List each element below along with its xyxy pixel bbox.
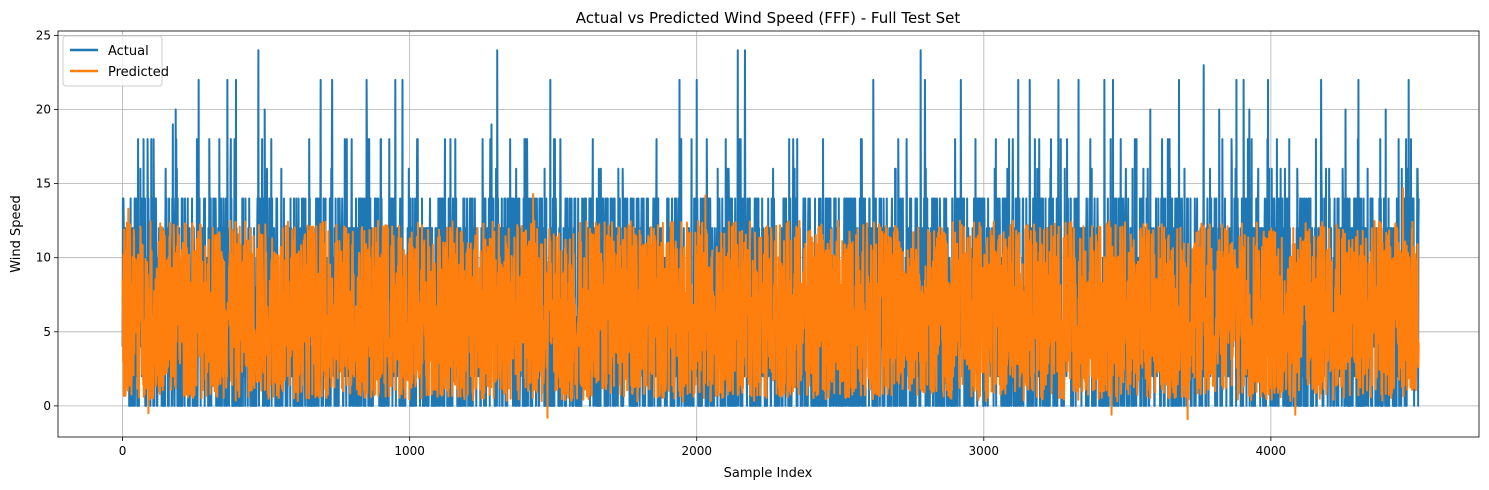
y-axis-label: Wind Speed <box>9 195 24 273</box>
series-layer <box>121 49 1420 421</box>
y-tick-label: 0 <box>43 399 51 413</box>
x-tick-label: 4000 <box>1256 444 1287 458</box>
x-tick-label: 2000 <box>681 444 712 458</box>
legend-box <box>62 35 163 87</box>
legend-label-predicted: Predicted <box>108 65 169 80</box>
legend-label-actual: Actual <box>108 44 149 59</box>
x-axis-label: Sample Index <box>724 466 813 481</box>
legend: Actual Predicted <box>62 35 169 87</box>
x-tick-label: 0 <box>119 444 127 458</box>
y-tick-label: 25 <box>36 28 51 42</box>
ticks: 0 1000 2000 3000 4000 0 5 10 15 20 25 <box>36 28 1286 458</box>
chart-title: Actual vs Predicted Wind Speed (FFF) - F… <box>576 9 961 27</box>
x-tick-label: 1000 <box>394 444 425 458</box>
y-tick-label: 15 <box>36 177 51 191</box>
y-tick-label: 10 <box>36 251 51 265</box>
plot-frame <box>57 30 1480 438</box>
y-tick-label: 5 <box>43 325 51 339</box>
series-line-predicted <box>121 187 1420 421</box>
x-tick-label: 3000 <box>969 444 1000 458</box>
y-tick-label: 20 <box>36 103 51 117</box>
